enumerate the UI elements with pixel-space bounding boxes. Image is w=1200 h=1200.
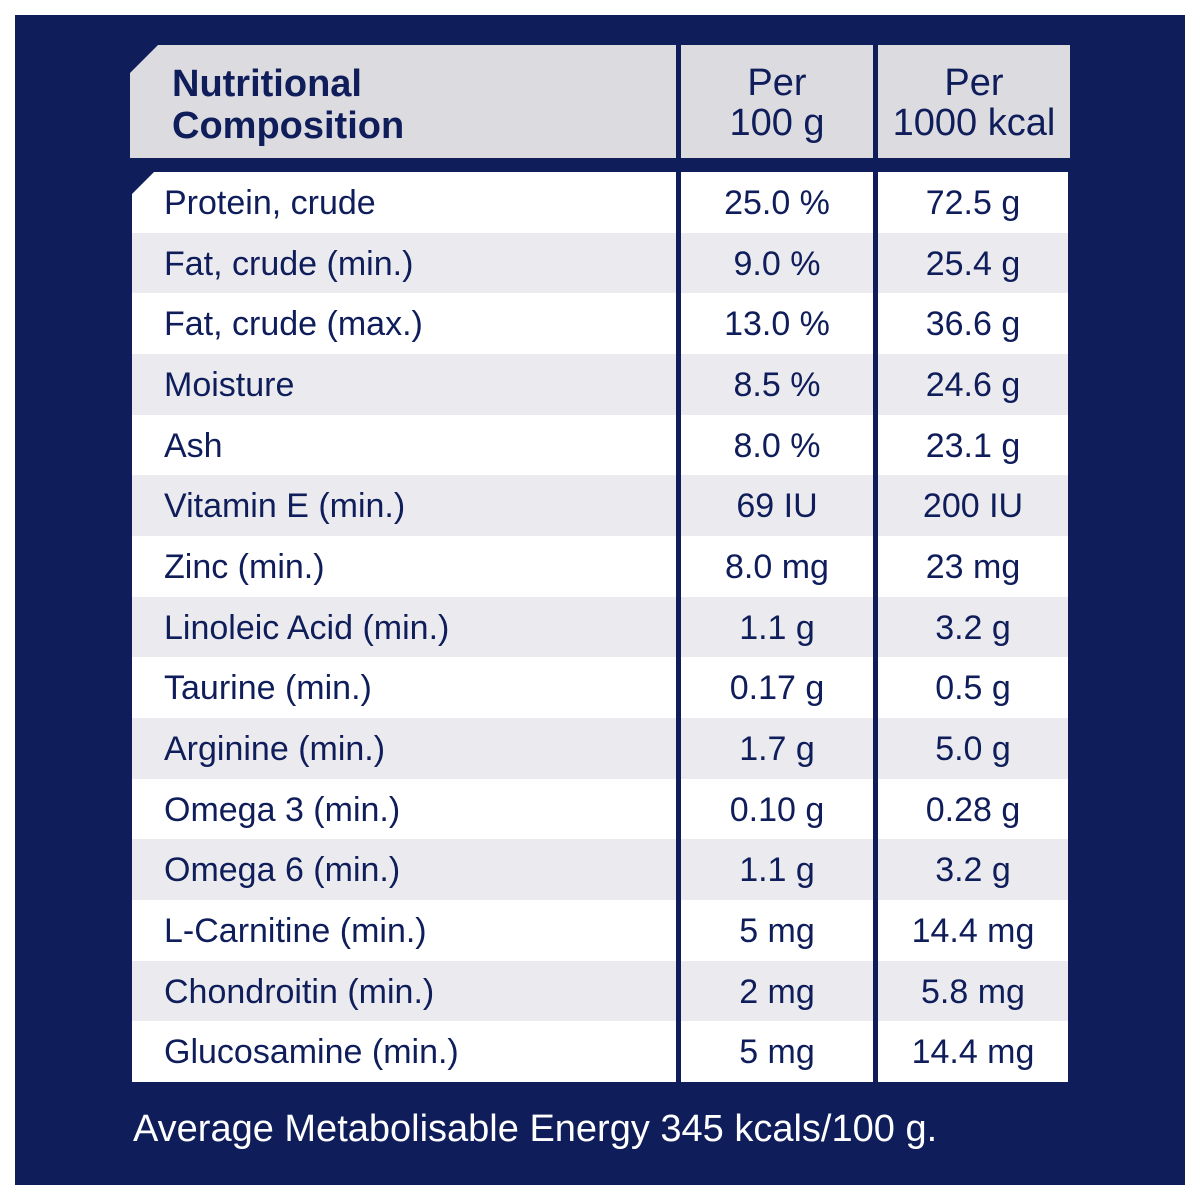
value-per-1000kcal: 14.4 mg — [878, 1021, 1068, 1082]
nutrient-name: Vitamin E (min.) — [132, 475, 676, 536]
table-title: Nutritional Composition — [172, 63, 404, 147]
header-per-100g: Per 100 g — [681, 45, 873, 158]
value-per-1000kcal: 72.5 g — [878, 172, 1068, 233]
nutrient-name: Chondroitin (min.) — [132, 960, 676, 1022]
value-per-1000kcal: 3.2 g — [878, 839, 1068, 900]
nutrient-name: Linoleic Acid (min.) — [132, 596, 676, 658]
value-per-100g: 8.0 mg — [681, 535, 873, 597]
value-per-1000kcal: 3.2 g — [878, 596, 1068, 658]
value-per-100g: 5 mg — [681, 899, 873, 961]
value-per-1000kcal: 5.0 g — [878, 717, 1068, 779]
nutrient-name: Fat, crude (min.) — [132, 232, 676, 294]
nutrient-name: Omega 3 (min.) — [132, 778, 676, 840]
value-per-1000kcal: 23.1 g — [878, 414, 1068, 476]
nutrient-name: Taurine (min.) — [132, 657, 676, 718]
col2-line-1: Per — [747, 62, 807, 104]
value-per-100g: 8.0 % — [681, 414, 873, 476]
value-per-1000kcal: 14.4 mg — [878, 899, 1068, 961]
value-per-100g: 0.10 g — [681, 778, 873, 840]
column-per-100g: 25.0 % 9.0 % 13.0 % 8.5 % 8.0 % 69 IU 8.0 mg 1.… — [681, 172, 873, 1082]
value-per-100g: 8.5 % — [681, 353, 873, 415]
nutrient-name: Arginine (min.) — [132, 717, 676, 779]
nutrient-name: Ash — [132, 414, 676, 476]
header-per-1000kcal: Per 1000 kcal — [878, 45, 1070, 158]
value-per-100g: 5 mg — [681, 1021, 873, 1082]
nutrient-name: Omega 6 (min.) — [132, 839, 676, 900]
nutrient-name: Fat, crude (max.) — [132, 293, 676, 354]
nutrient-name: Moisture — [132, 353, 676, 415]
value-per-100g: 2 mg — [681, 960, 873, 1022]
value-per-100g: 1.7 g — [681, 717, 873, 779]
value-per-1000kcal: 0.5 g — [878, 657, 1068, 718]
value-per-100g: 1.1 g — [681, 596, 873, 658]
value-per-100g: 1.1 g — [681, 839, 873, 900]
value-per-100g: 13.0 % — [681, 293, 873, 354]
value-per-1000kcal: 25.4 g — [878, 232, 1068, 294]
title-line-1: Nutritional — [172, 63, 362, 105]
nutrient-name: Protein, crude — [132, 172, 676, 233]
nutrition-table-body: Protein, crude Fat, crude (min.) Fat, crud… — [130, 172, 1070, 1082]
value-per-1000kcal: 36.6 g — [878, 293, 1068, 354]
column-per-1000kcal: 72.5 g 25.4 g 36.6 g 24.6 g 23.1 g 200 IU 23 m… — [878, 172, 1068, 1082]
value-per-1000kcal: 24.6 g — [878, 353, 1068, 415]
nutrient-name: Glucosamine (min.) — [132, 1021, 676, 1082]
column-nutrient: Protein, crude Fat, crude (min.) Fat, crud… — [132, 172, 676, 1082]
nutrient-name: L-Carnitine (min.) — [132, 899, 676, 961]
title-line-2: Composition — [172, 105, 405, 147]
col2-line-2: 100 g — [729, 102, 825, 144]
value-per-100g: 69 IU — [681, 475, 873, 536]
value-per-1000kcal: 0.28 g — [878, 778, 1068, 840]
col3-line-2: 1000 kcal — [892, 102, 1056, 144]
energy-footnote: Average Metabolisable Energy 345 kcals/1… — [133, 1108, 938, 1150]
value-per-1000kcal: 23 mg — [878, 535, 1068, 597]
header-nutrient: Nutritional Composition — [130, 45, 676, 158]
col3-line-1: Per — [944, 62, 1004, 104]
value-per-100g: 25.0 % — [681, 172, 873, 233]
nutrient-name: Zinc (min.) — [132, 535, 676, 597]
value-per-100g: 0.17 g — [681, 657, 873, 718]
value-per-1000kcal: 5.8 mg — [878, 960, 1068, 1022]
value-per-100g: 9.0 % — [681, 232, 873, 294]
value-per-1000kcal: 200 IU — [878, 475, 1068, 536]
